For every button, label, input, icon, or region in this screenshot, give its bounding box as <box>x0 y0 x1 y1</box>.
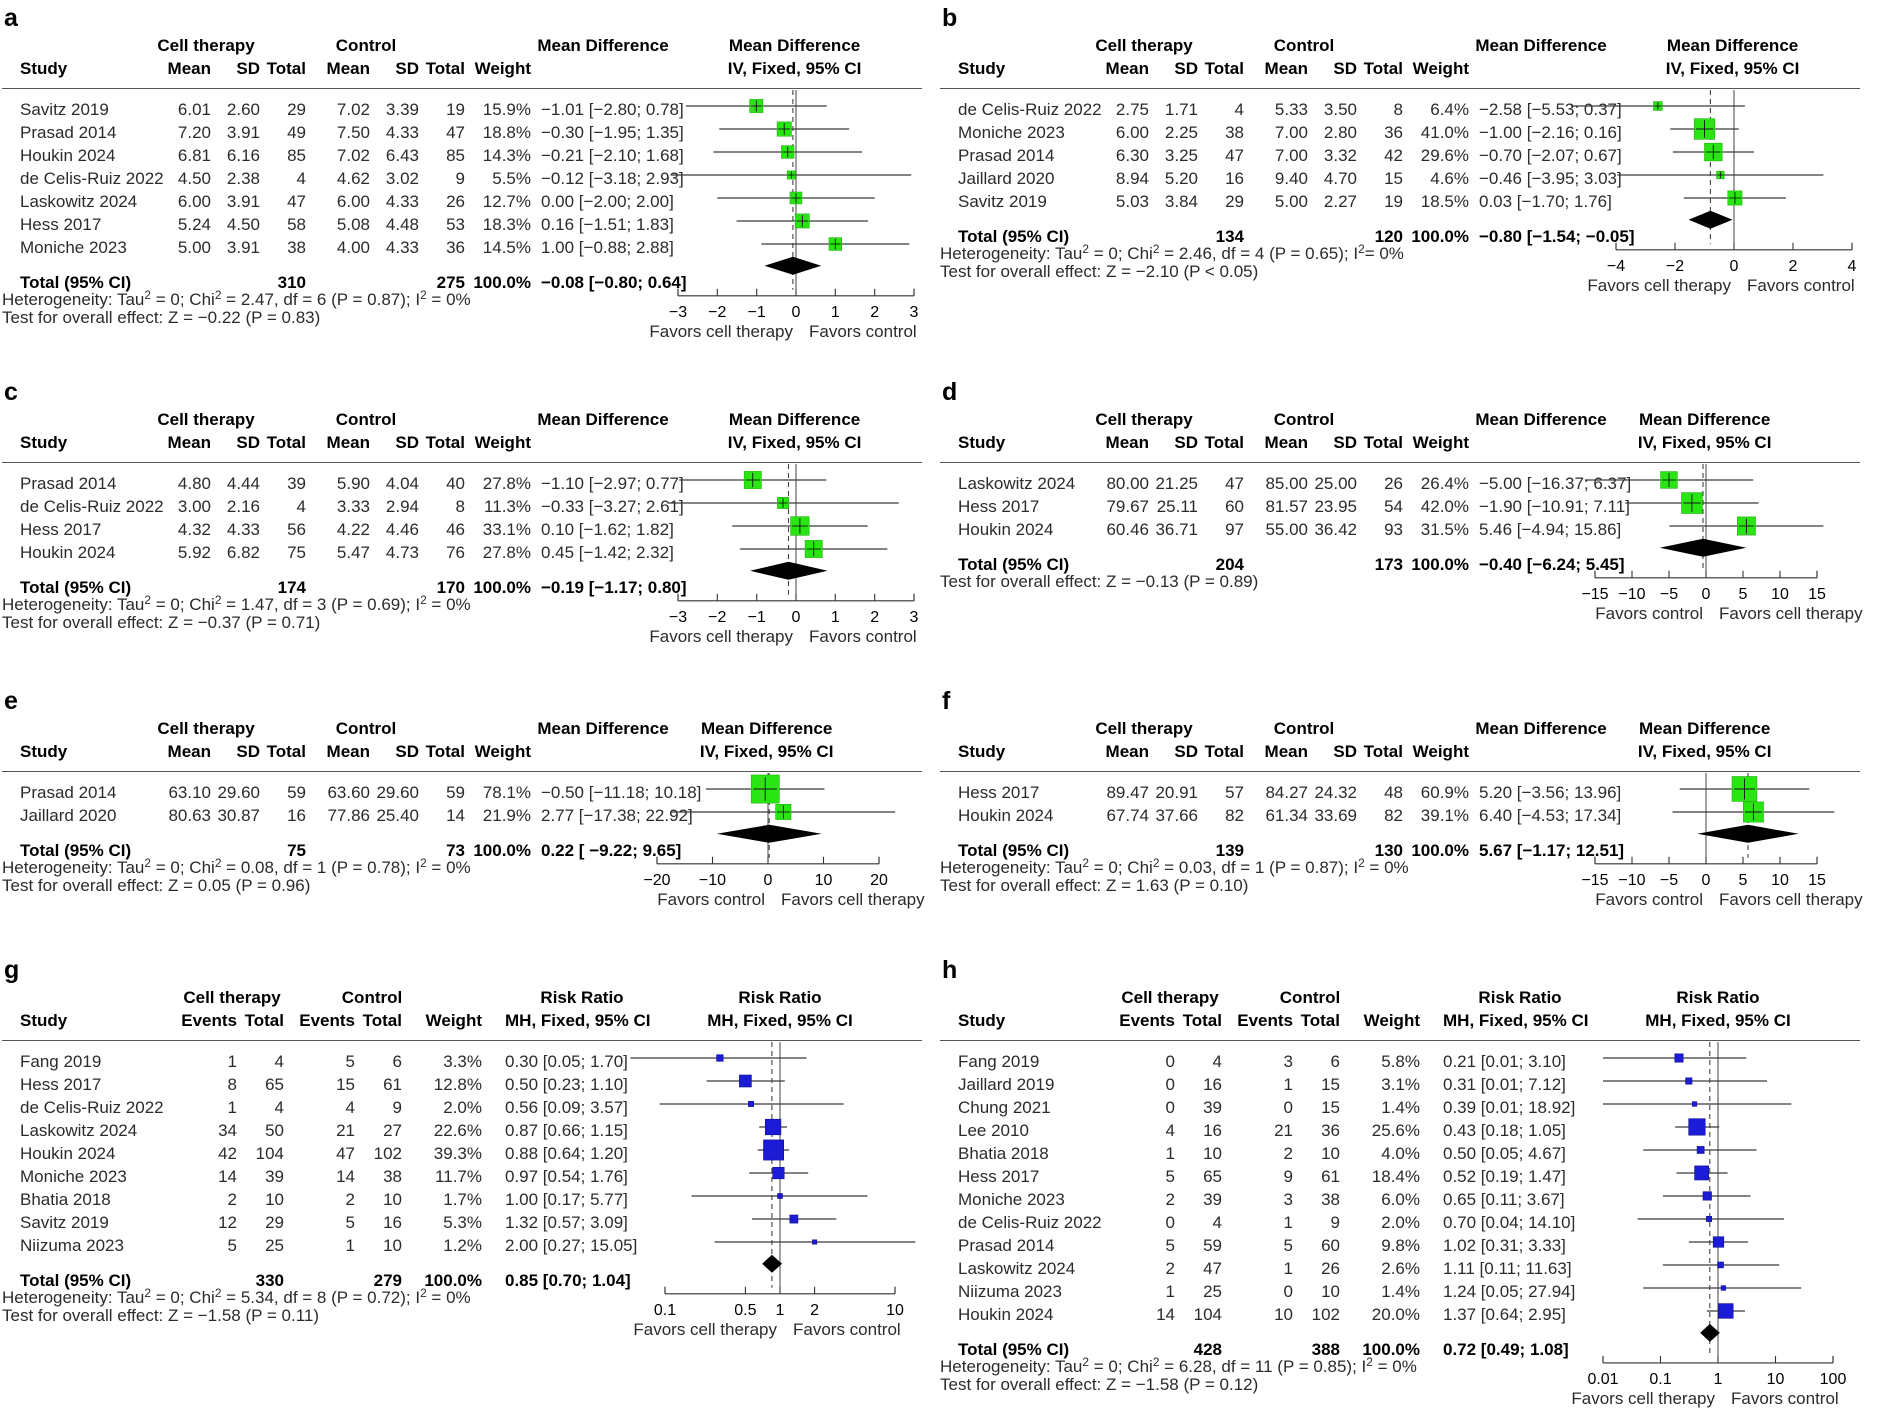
svg-text:1: 1 <box>776 1302 785 1319</box>
svg-text:0: 0 <box>792 304 801 321</box>
svg-text:1: 1 <box>831 609 840 626</box>
svg-text:−3: −3 <box>669 304 687 321</box>
svg-text:0.01: 0.01 <box>1587 1371 1618 1388</box>
svg-text:0: 0 <box>1702 872 1711 889</box>
svg-text:15: 15 <box>1808 872 1826 889</box>
svg-text:10: 10 <box>1771 872 1789 889</box>
svg-text:−3: −3 <box>669 609 687 626</box>
svg-text:1: 1 <box>831 304 840 321</box>
svg-text:−20: −20 <box>643 872 670 889</box>
svg-text:2: 2 <box>810 1302 819 1319</box>
svg-text:100: 100 <box>1820 1371 1847 1388</box>
svg-text:10: 10 <box>1771 586 1789 603</box>
svg-text:0: 0 <box>792 609 801 626</box>
svg-text:−2: −2 <box>1666 258 1684 275</box>
svg-text:4: 4 <box>1848 258 1857 275</box>
svg-text:0: 0 <box>1730 258 1739 275</box>
svg-text:−1: −1 <box>748 304 766 321</box>
svg-text:−15: −15 <box>1581 586 1608 603</box>
svg-text:−10: −10 <box>1618 872 1645 889</box>
svg-text:−10: −10 <box>699 872 726 889</box>
svg-text:2: 2 <box>870 609 879 626</box>
svg-text:1: 1 <box>1714 1371 1723 1388</box>
svg-text:−2: −2 <box>708 609 726 626</box>
svg-text:−10: −10 <box>1618 586 1645 603</box>
svg-text:10: 10 <box>1767 1371 1785 1388</box>
svg-text:0: 0 <box>764 872 773 889</box>
svg-text:0: 0 <box>1702 586 1711 603</box>
svg-text:10: 10 <box>815 872 833 889</box>
svg-text:0.1: 0.1 <box>1649 1371 1671 1388</box>
svg-text:3: 3 <box>910 609 919 626</box>
svg-text:10: 10 <box>886 1302 904 1319</box>
svg-text:0.1: 0.1 <box>654 1302 676 1319</box>
svg-text:3: 3 <box>910 304 919 321</box>
svg-text:−4: −4 <box>1607 258 1625 275</box>
svg-text:−5: −5 <box>1660 872 1678 889</box>
svg-text:20: 20 <box>870 872 888 889</box>
svg-text:5: 5 <box>1739 872 1748 889</box>
svg-text:2: 2 <box>870 304 879 321</box>
svg-text:15: 15 <box>1808 586 1826 603</box>
svg-text:5: 5 <box>1739 586 1748 603</box>
svg-text:0.5: 0.5 <box>734 1302 756 1319</box>
svg-text:2: 2 <box>1789 258 1798 275</box>
svg-text:−1: −1 <box>748 609 766 626</box>
svg-text:−5: −5 <box>1660 586 1678 603</box>
svg-text:−2: −2 <box>708 304 726 321</box>
svg-text:−15: −15 <box>1581 872 1608 889</box>
